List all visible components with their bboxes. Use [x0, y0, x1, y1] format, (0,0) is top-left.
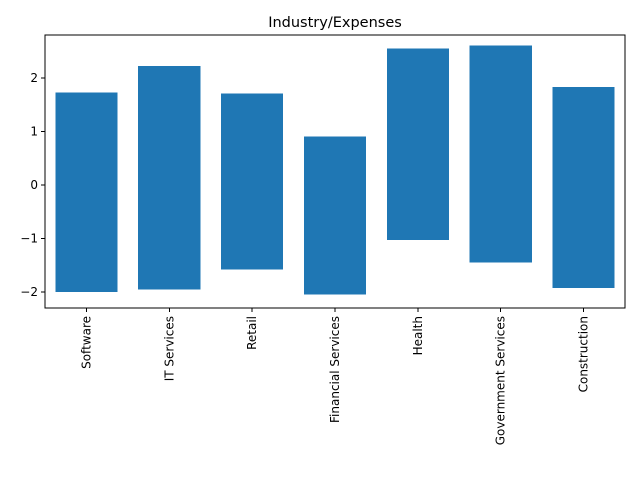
x-tick-label-6: Construction [577, 316, 591, 392]
x-tick-label-3: Financial Services [328, 316, 342, 423]
x-tick-label-5: Government Services [494, 316, 508, 445]
bar-6 [552, 86, 615, 289]
y-tick-label-0: −2 [20, 285, 38, 299]
y-tick-label-1: −1 [20, 231, 38, 245]
bar-4 [386, 48, 449, 241]
bar-0 [55, 92, 118, 292]
y-tick-label-3: 1 [30, 124, 38, 138]
bar-1 [138, 66, 201, 290]
bar-3 [303, 136, 367, 295]
bars-group [55, 45, 615, 295]
x-tick-label-1: IT Services [162, 316, 176, 381]
plot-frame [44, 34, 626, 309]
chart-title: Industry/Expenses [268, 15, 402, 31]
x-axis: Software IT Services Retail Financial Servi… [79, 308, 591, 445]
y-tick-label-4: 2 [30, 71, 38, 85]
bar-5 [469, 45, 532, 263]
x-tick-label-2: Retail [245, 316, 259, 350]
x-tick-label-0: Software [79, 316, 93, 369]
y-axis: −2 −1 0 1 2 [20, 71, 45, 299]
bar-2 [221, 93, 284, 270]
x-tick-label-4: Health [411, 316, 425, 355]
y-tick-label-2: 0 [30, 178, 38, 192]
